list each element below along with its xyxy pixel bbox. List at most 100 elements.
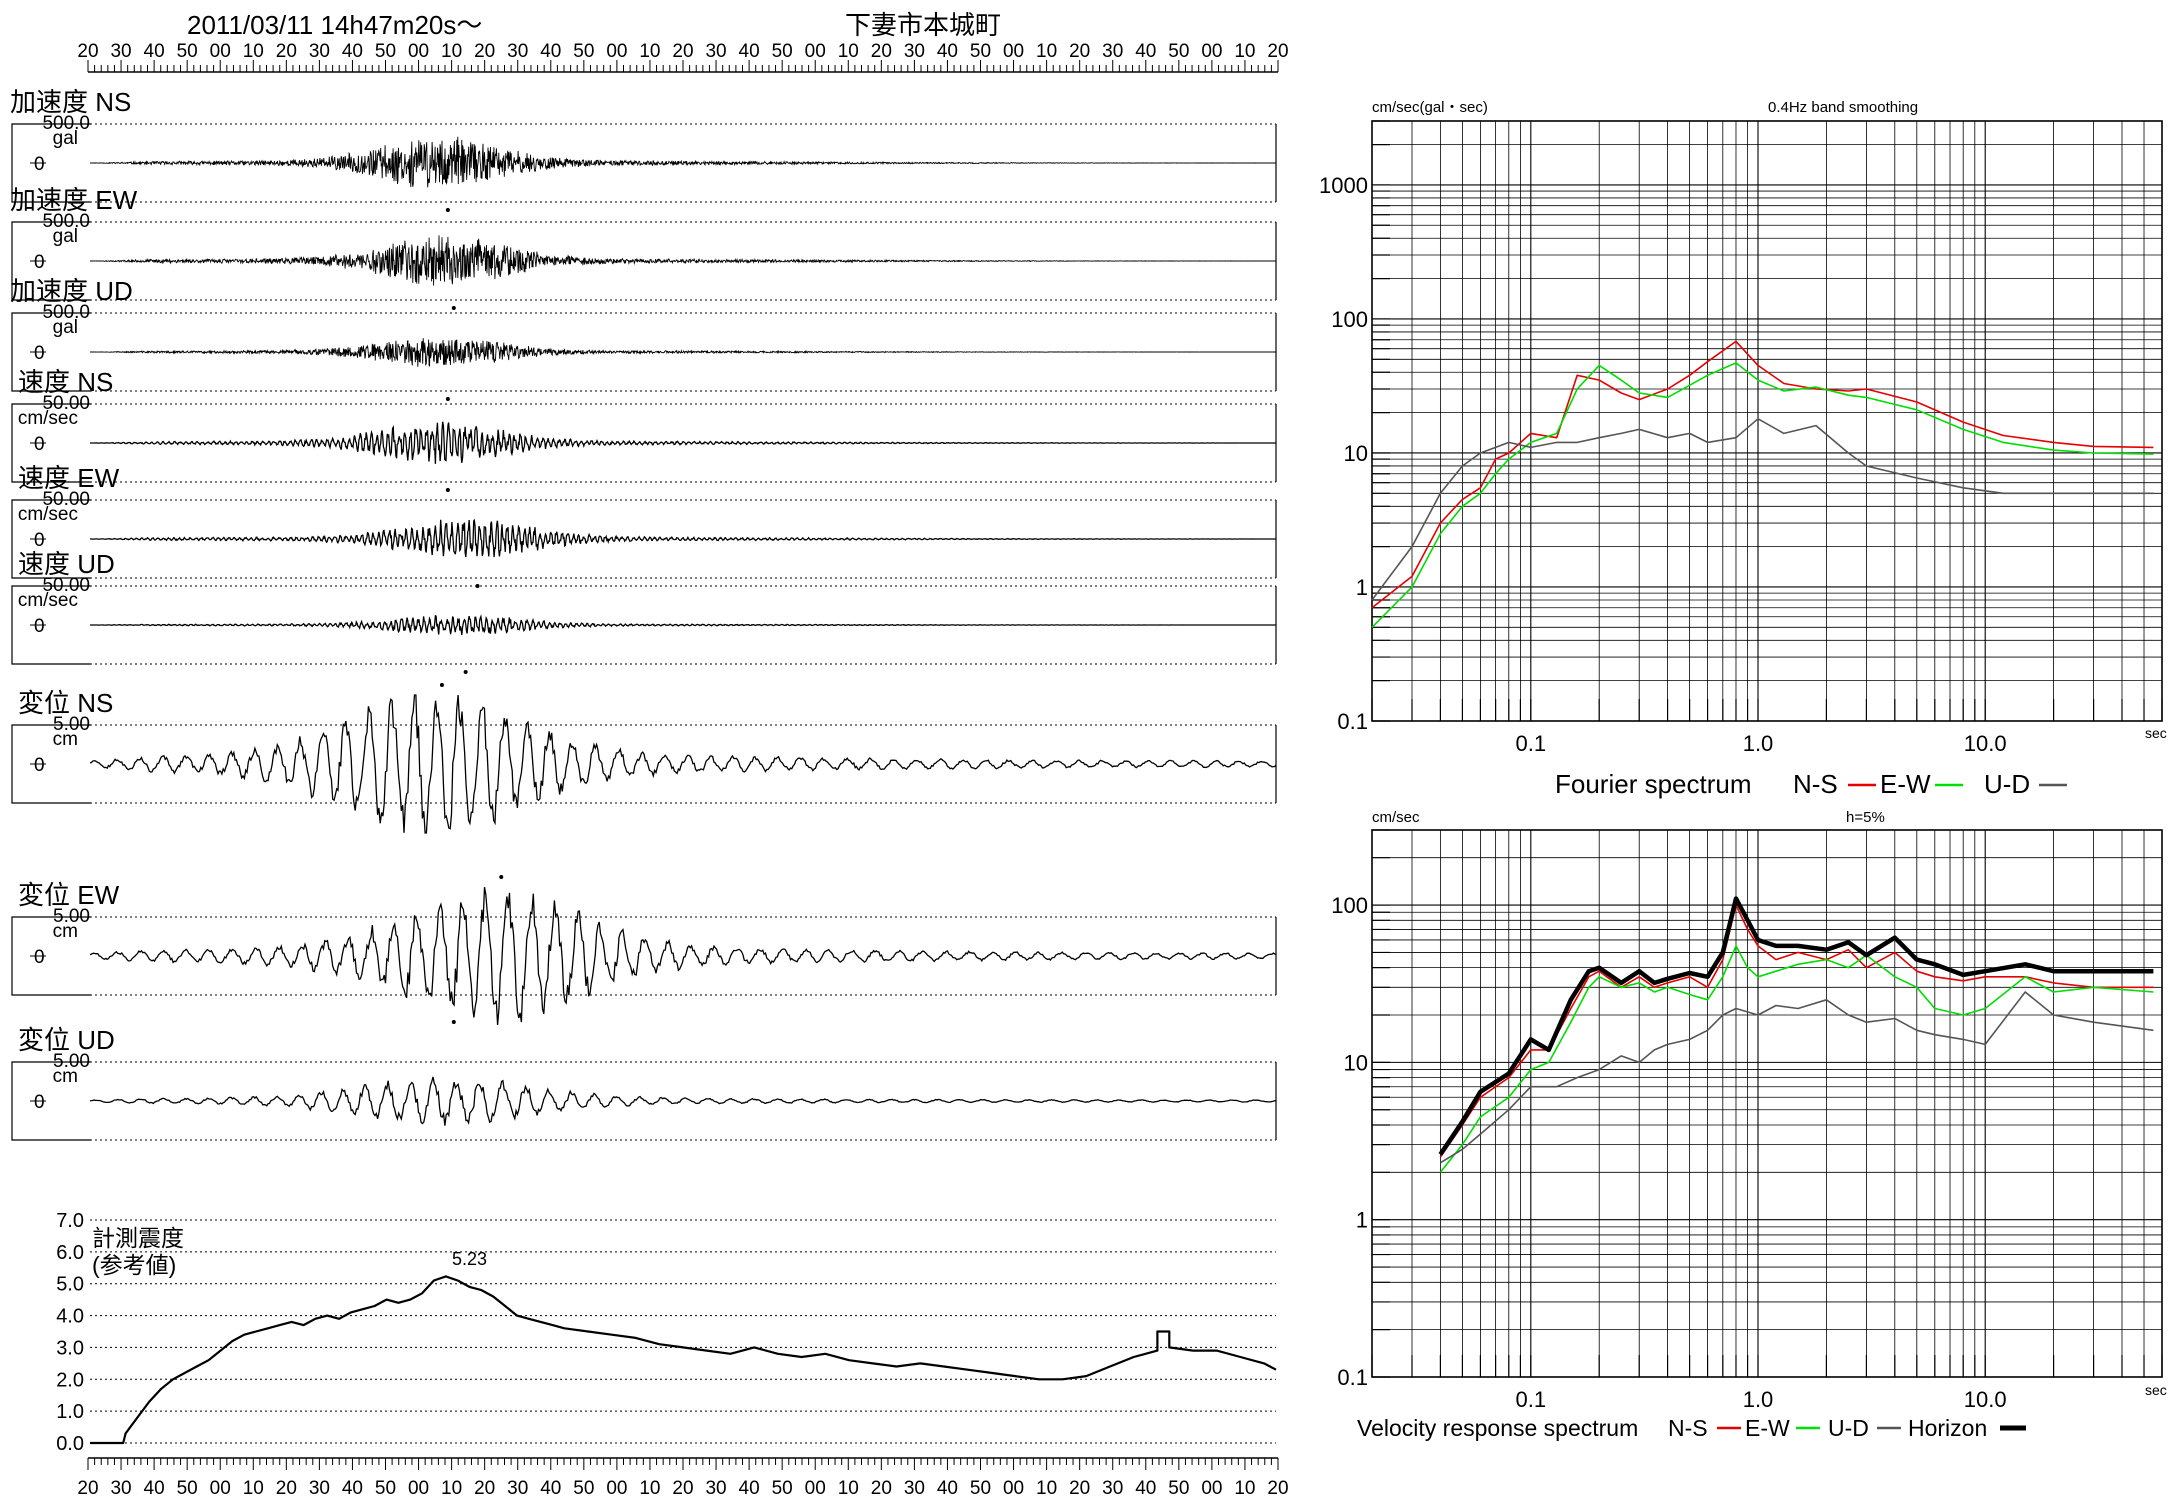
velocity-legend-title: Velocity response spectrum xyxy=(1357,1415,1638,1441)
x-tick-label: 1.0 xyxy=(1743,1387,1774,1412)
intensity-panel: 計測震度 (参考値) 5.23 0.0 1.0 2.0 3.0 4.0 5.0 6.0 7.0 xyxy=(56,1210,1277,1455)
waveform-title: 加速度 NS xyxy=(10,87,131,117)
velocity-damping-label: h=5% xyxy=(1846,809,1885,826)
time-axis-label: 10 xyxy=(639,41,660,62)
time-axis-label: 10 xyxy=(639,1478,660,1499)
time-axis-label: 00 xyxy=(1201,1478,1222,1499)
time-axis-label: 00 xyxy=(210,1478,231,1499)
waveform-title: 速度 UD xyxy=(18,549,115,579)
intensity-y-tick: 7.0 xyxy=(56,1210,84,1232)
waveform-scale-label: 500.0 xyxy=(42,113,90,134)
waveform-peak-marker xyxy=(451,306,456,310)
time-axis-label: 20 xyxy=(474,1478,495,1499)
plot-frame xyxy=(1371,120,2163,722)
waveform-frame xyxy=(11,123,91,203)
waveform-title: 速度 EW xyxy=(18,463,120,493)
intensity-peak-label: 5.23 xyxy=(452,1249,487,1269)
waveform-peak-marker xyxy=(445,208,450,212)
time-axis-label: 30 xyxy=(904,41,925,62)
header-station: 下妻市本城町 xyxy=(845,10,1001,40)
time-axis-label: 10 xyxy=(243,1478,264,1499)
waveform-trace xyxy=(90,421,1276,464)
time-axis-label: 50 xyxy=(177,41,198,62)
time-axis-label: 20 xyxy=(474,41,495,62)
time-axis-label: 50 xyxy=(772,41,793,62)
time-axis-label: 30 xyxy=(1102,1478,1123,1499)
header: 2011/03/11 14h47m20s～ 下妻市本城町 xyxy=(187,10,1001,40)
time-axis-label: 30 xyxy=(309,41,330,62)
waveform-peak-marker xyxy=(445,488,450,492)
time-axis-label: 00 xyxy=(1201,41,1222,62)
waveform-peak-marker xyxy=(475,584,480,588)
waveform-unit-label: cm/sec xyxy=(18,504,78,525)
intensity-y-tick: 6.0 xyxy=(56,1242,84,1264)
y-tick-label: 10 xyxy=(1344,441,1368,466)
time-axis-label: 40 xyxy=(540,41,561,62)
series-line-n-s xyxy=(1371,340,2154,609)
legend-label: Horizon xyxy=(1908,1415,1987,1441)
intensity-y-tick: 5.0 xyxy=(56,1274,84,1296)
time-axis-label: 40 xyxy=(739,41,760,62)
fourier-smoothing-label: 0.4Hz band smoothing xyxy=(1768,99,1918,116)
velocity-x-unit: sec xyxy=(2145,1382,2167,1398)
time-axis-label: 40 xyxy=(342,41,363,62)
series-line-u-d xyxy=(1371,418,2154,601)
time-axis-label: 40 xyxy=(342,1478,363,1499)
time-axis-label: 40 xyxy=(937,1478,958,1499)
time-axis-label: 10 xyxy=(1036,41,1057,62)
waveform-unit-label: gal xyxy=(53,226,78,247)
time-axis-label: 10 xyxy=(1234,41,1255,62)
velocity-unit-label: cm/sec xyxy=(1372,809,1420,826)
intensity-y-tick: 2.0 xyxy=(56,1369,84,1391)
legend-label: N-S xyxy=(1793,769,1838,799)
legend-label: E-W xyxy=(1880,769,1931,799)
intensity-trace xyxy=(90,1275,1277,1445)
plot-frame xyxy=(1371,829,2163,1378)
time-axis-label: 40 xyxy=(144,1478,165,1499)
time-axis-label: 30 xyxy=(705,1478,726,1499)
legend-label: U-D xyxy=(1984,769,2030,799)
time-axis-label: 50 xyxy=(573,41,594,62)
time-axis-label: 10 xyxy=(441,41,462,62)
time-axis-label: 40 xyxy=(540,1478,561,1499)
waveform-trace xyxy=(90,136,1276,188)
velocity-response-chart: cm/sec h=5% sec 0.1 1.0 10.0 0.1 1 10 100 xyxy=(1331,809,2167,1412)
series-line-horizon xyxy=(1438,896,2154,1156)
waveform-trace xyxy=(90,614,1276,636)
time-axis-label: 00 xyxy=(1003,41,1024,62)
time-axis-label: 20 xyxy=(871,1478,892,1499)
y-tick-label: 1 xyxy=(1356,575,1368,600)
time-axis-label: 50 xyxy=(573,1478,594,1499)
x-tick-label: 10.0 xyxy=(1964,731,2007,756)
y-tick-label: 0.1 xyxy=(1337,1365,1368,1390)
time-axis-label: 00 xyxy=(805,41,826,62)
waveform-scale-label: 500.0 xyxy=(42,211,90,232)
time-axis-label: 20 xyxy=(77,41,98,62)
waveform-frame xyxy=(11,403,91,483)
y-tick-label: 100 xyxy=(1331,307,1368,332)
fourier-legend: Fourier spectrum N-S E-W U-D xyxy=(1555,769,2067,799)
time-axis-label: 10 xyxy=(243,41,264,62)
waveform-unit-label: gal xyxy=(53,128,78,149)
waveform-peak-marker xyxy=(463,670,468,674)
legend-label: N-S xyxy=(1668,1415,1708,1441)
waveform-trace xyxy=(90,518,1276,558)
waveform-trace xyxy=(90,338,1276,367)
velocity-legend: Velocity response spectrum N-S E-W U-D Hori… xyxy=(1357,1415,2026,1441)
intensity-subtitle: (参考値) xyxy=(92,1252,176,1278)
fourier-x-unit: sec xyxy=(2145,725,2167,741)
waveform-scale-label: 5.00 xyxy=(53,906,90,927)
time-axis-label: 10 xyxy=(838,1478,859,1499)
y-tick-label: 10 xyxy=(1344,1050,1368,1075)
time-axis-label: 00 xyxy=(408,1478,429,1499)
waveform-unit-label: cm/sec xyxy=(18,590,78,611)
series-line-e-w xyxy=(1371,362,2154,628)
legend-label: E-W xyxy=(1745,1415,1790,1441)
time-axis-label: 30 xyxy=(705,41,726,62)
